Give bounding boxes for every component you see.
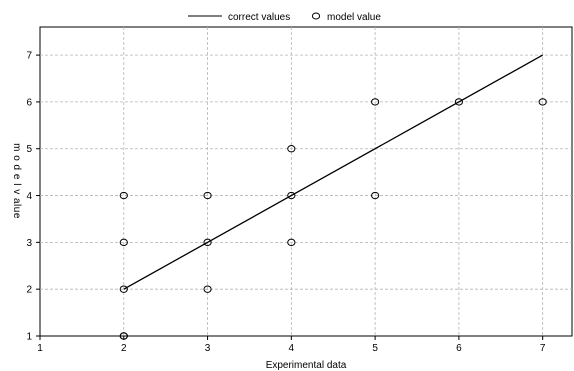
- y-tick-label: 2: [26, 285, 32, 296]
- x-tick-label: 5: [372, 343, 378, 354]
- model-value-point: [203, 238, 212, 247]
- model-value-point: [287, 238, 296, 247]
- grid: [36, 27, 572, 340]
- x-tick-label: 7: [540, 343, 546, 354]
- legend: correct values model value: [188, 12, 381, 23]
- x-tick-label: 1: [37, 343, 43, 354]
- y-tick-label: 1: [26, 332, 32, 343]
- x-tick-label: 3: [205, 343, 211, 354]
- y-tick-label: 3: [26, 238, 32, 249]
- legend-label-model-value: model value: [327, 12, 381, 23]
- model-value-point: [119, 332, 128, 340]
- legend-circle-swatch: [311, 12, 321, 20]
- model-value-point: [538, 98, 547, 106]
- x-tick-label: 2: [121, 343, 127, 354]
- model-value-point: [119, 191, 128, 200]
- model-value-point: [203, 285, 212, 293]
- y-tick-label: 4: [26, 191, 32, 202]
- model-value-point: [454, 98, 463, 106]
- model-value-point: [371, 98, 380, 106]
- model-value-point: [203, 191, 212, 200]
- model-value-point: [119, 285, 128, 293]
- model-value-point: [371, 191, 380, 200]
- plot-area: [39, 26, 573, 337]
- x-tick-labels: 1 2 3 4 5 6 7: [37, 343, 546, 354]
- model-value-point: [119, 238, 128, 247]
- y-tick-label: 5: [26, 144, 32, 155]
- series-lines: [123, 54, 543, 290]
- y-axis-label: m o d e l v alue: [11, 143, 22, 219]
- x-tick-label: 4: [289, 343, 295, 354]
- x-axis-label: Experimental data: [266, 360, 347, 371]
- data-points: [119, 98, 547, 340]
- correct-values-line: [123, 54, 543, 290]
- y-tick-label: 6: [26, 97, 32, 108]
- model-value-point: [287, 191, 296, 200]
- legend-label-correct-values: correct values: [228, 12, 290, 23]
- model-value-point: [287, 145, 296, 153]
- x-tick-label: 6: [456, 343, 462, 354]
- y-tick-labels: 1 2 3 4 5 6 7: [26, 51, 32, 343]
- y-tick-label: 7: [26, 51, 32, 62]
